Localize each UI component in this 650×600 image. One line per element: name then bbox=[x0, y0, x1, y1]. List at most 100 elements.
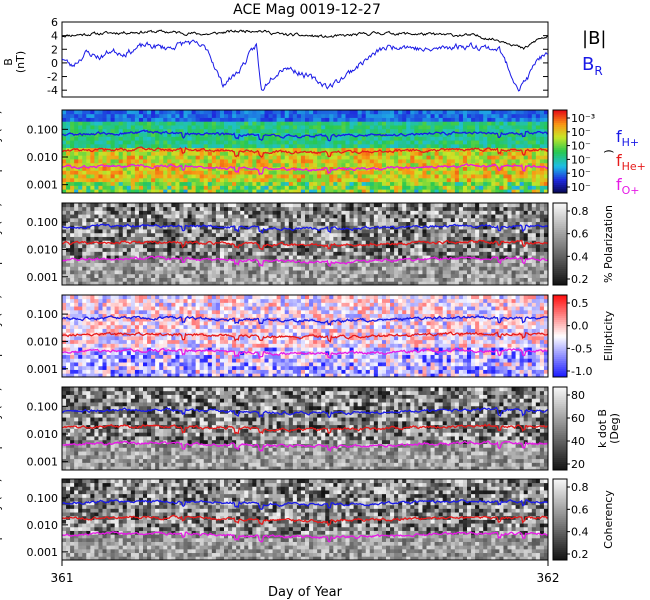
power-spectrum-cell bbox=[143, 125, 148, 130]
power-spectrum-cell bbox=[163, 121, 168, 126]
power-spectrum-cell bbox=[175, 151, 180, 156]
polarization-cell bbox=[402, 217, 407, 223]
polarization-cell bbox=[349, 262, 354, 267]
power-spectrum-cell bbox=[361, 140, 367, 145]
polarization-cell bbox=[276, 214, 282, 219]
polarization-cell bbox=[219, 251, 225, 256]
polarization-cell bbox=[361, 232, 367, 237]
polarization-cell bbox=[232, 281, 237, 286]
power-spectrum-cell bbox=[191, 128, 197, 134]
polarization-cell bbox=[143, 266, 148, 271]
power-spectrum-cell bbox=[418, 143, 423, 149]
polarization-cell bbox=[377, 240, 383, 245]
polarization-cell bbox=[183, 266, 188, 271]
polarization-cell bbox=[130, 221, 136, 226]
polarization-cell bbox=[163, 232, 168, 237]
power-spectrum-cell bbox=[329, 143, 334, 149]
power-spectrum-cell bbox=[430, 128, 435, 134]
polarization-cell bbox=[252, 281, 257, 286]
polarization-cell bbox=[373, 251, 379, 256]
polarization-cell bbox=[78, 203, 83, 208]
power-spectrum-cell bbox=[495, 151, 500, 156]
polarization-cell bbox=[191, 281, 197, 286]
polarization-cell bbox=[381, 273, 387, 278]
polarization-cell bbox=[90, 258, 95, 264]
power-spectrum-cell bbox=[155, 140, 160, 145]
power-spectrum-cell bbox=[134, 128, 140, 134]
power-spectrum-cell bbox=[232, 170, 237, 175]
power-spectrum-cell bbox=[527, 140, 533, 145]
polarization-cell bbox=[102, 270, 107, 275]
polarization-cell bbox=[102, 251, 107, 256]
polarization-cell bbox=[414, 266, 419, 271]
power-spectrum-cell bbox=[134, 159, 140, 164]
field-y-tick-label: -2 bbox=[47, 71, 58, 84]
power-spectrum-cell bbox=[159, 177, 164, 183]
power-spectrum-cell bbox=[296, 128, 302, 134]
power-spectrum-cell bbox=[240, 121, 245, 126]
power-spectrum-cell bbox=[333, 147, 338, 152]
power-spectrum-cell bbox=[450, 110, 456, 115]
power-spectrum-cell bbox=[337, 159, 342, 164]
power-spectrum-cell bbox=[300, 140, 306, 145]
polarization-cell bbox=[203, 270, 209, 275]
power-spectrum-cell bbox=[195, 177, 201, 183]
power-spectrum-cell bbox=[284, 136, 290, 141]
polarization-cell bbox=[228, 266, 233, 271]
power-spectrum-cell bbox=[515, 140, 521, 145]
polarization-cell bbox=[90, 203, 95, 208]
polarization-cell bbox=[288, 255, 294, 260]
polarization-cell bbox=[292, 203, 298, 208]
polarization-cell bbox=[345, 236, 350, 241]
power-spectrum-cell bbox=[418, 174, 423, 179]
power-spectrum-cell bbox=[163, 189, 168, 194]
polarization-cell bbox=[321, 240, 326, 245]
polarization-cell bbox=[292, 236, 298, 241]
polarization-cell bbox=[252, 221, 257, 226]
power-spectrum-cell bbox=[167, 125, 172, 130]
power-spectrum-cell bbox=[487, 151, 492, 156]
polarization-cell bbox=[369, 262, 375, 267]
power-spectrum-cell bbox=[224, 140, 229, 145]
polarization-cell bbox=[155, 203, 160, 208]
power-spectrum-colorbar-cell bbox=[553, 184, 567, 188]
polarization-cell bbox=[207, 255, 213, 260]
power-spectrum-cell bbox=[256, 162, 261, 167]
power-spectrum-cell bbox=[394, 132, 399, 137]
power-spectrum-cell bbox=[280, 177, 286, 183]
power-spectrum-cell bbox=[256, 143, 261, 149]
polarization-cell bbox=[345, 258, 350, 264]
power-spectrum-cell bbox=[228, 170, 233, 175]
power-spectrum-cell bbox=[199, 151, 205, 156]
power-spectrum-cell bbox=[507, 155, 512, 160]
power-spectrum-cell bbox=[398, 174, 403, 179]
power-spectrum-cell bbox=[527, 162, 533, 167]
polarization-cell bbox=[390, 273, 395, 278]
polarization-cell bbox=[280, 281, 286, 286]
power-spectrum-cell bbox=[211, 170, 217, 175]
polarization-cell bbox=[438, 277, 444, 282]
polarization-cell bbox=[276, 225, 282, 230]
polarization-cell bbox=[309, 214, 314, 219]
power-spectrum-cell bbox=[215, 140, 221, 145]
polarization-cell bbox=[114, 273, 120, 278]
polarization-cell bbox=[353, 236, 359, 241]
polarization-cell bbox=[134, 255, 140, 260]
power-spectrum-cell bbox=[143, 162, 148, 167]
polarization-cell bbox=[462, 247, 468, 252]
polarization-cell bbox=[118, 255, 124, 260]
power-spectrum-cell bbox=[300, 170, 306, 175]
power-spectrum-cell bbox=[151, 136, 156, 141]
polarization-cell bbox=[353, 232, 359, 237]
power-spectrum-cell bbox=[114, 117, 120, 122]
polarization-cell bbox=[276, 203, 282, 208]
polarization-cell bbox=[357, 240, 363, 245]
power-spectrum-cell bbox=[329, 132, 334, 137]
polarization-cell bbox=[252, 229, 257, 234]
power-spectrum-cell bbox=[110, 181, 116, 186]
polarization-cell bbox=[467, 203, 472, 208]
power-spectrum-cell bbox=[126, 170, 132, 175]
power-spectrum-cell bbox=[361, 189, 367, 194]
polarization-cell bbox=[106, 225, 111, 230]
power-spectrum-cell bbox=[130, 177, 136, 183]
